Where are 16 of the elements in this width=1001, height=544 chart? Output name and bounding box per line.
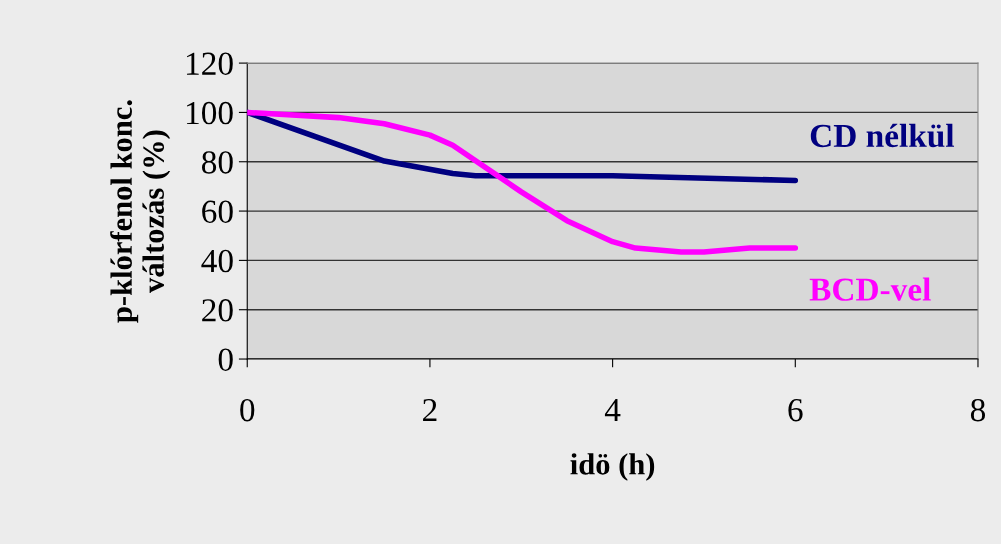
y-tick-label: 0 <box>218 348 233 371</box>
x-tick-label: 4 <box>604 399 621 422</box>
y-axis-title: p-klórfenol konc. változás (%) <box>110 100 171 323</box>
x-tick-label: 2 <box>423 398 437 422</box>
y-tick-label: 120 <box>186 52 233 75</box>
x-tick-label: 6 <box>788 398 803 422</box>
series-label: BCD-vel <box>809 277 931 301</box>
x-axis-title: idö (h) <box>570 453 655 481</box>
y-tick-label: 40 <box>201 249 233 273</box>
y-tick-label: 60 <box>202 200 233 223</box>
x-tick-label: 8 <box>970 398 986 422</box>
y-tick-label: 100 <box>186 101 233 125</box>
y-tick-label: 80 <box>201 151 233 174</box>
x-tick-label: 0 <box>240 398 255 422</box>
y-tick-label: 20 <box>202 299 233 322</box>
series-label: CD nélkül <box>810 123 955 148</box>
